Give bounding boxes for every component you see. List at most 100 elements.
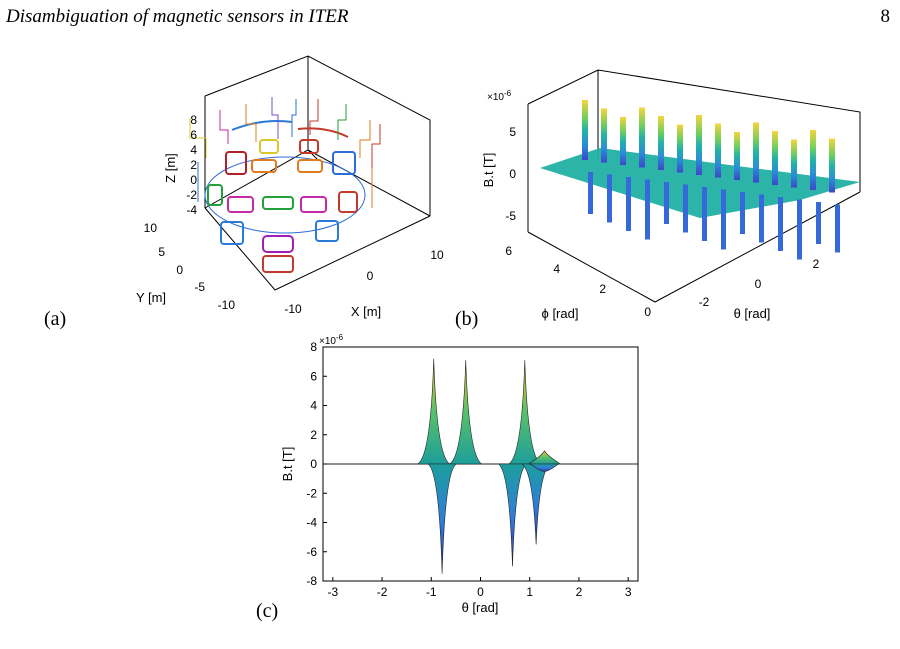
c-peak-negative (529, 463, 560, 472)
b-xtick: -2 (699, 295, 710, 309)
b-spike-up (601, 108, 607, 163)
a-ztick: -2 (186, 188, 197, 202)
c-multiplier: ×10-6 (319, 333, 344, 347)
a-xlabel: X [m] (351, 304, 381, 319)
page-number: 8 (880, 6, 891, 27)
c-xtick-label: 3 (625, 585, 632, 599)
a-ytick: 0 (176, 263, 183, 277)
a-ztick: 6 (190, 128, 197, 142)
b-spike-down (759, 194, 764, 243)
b-ztick: 0 (509, 167, 516, 181)
b-spike-down (626, 177, 631, 231)
b-xtick: 2 (813, 257, 820, 271)
b-spike-up (696, 115, 702, 175)
a-ztick: 4 (190, 143, 197, 157)
b-spike-up (677, 124, 683, 173)
c-ytick-label: -6 (306, 545, 317, 559)
c-ticks: -3 -2 -1 0 1 2 3 8 6 4 2 0 -2 -4 -6 -8 (306, 340, 631, 599)
b-xlabel: θ [rad] (734, 306, 771, 321)
a-zlabel: Z [m] (163, 153, 178, 183)
b-spike-up (734, 132, 740, 180)
panel-a-plot: 8 6 4 2 0 -2 -4 Z [m] 10 5 0 -5 -10 Y [m… (136, 55, 444, 319)
a-ytick: 10 (144, 221, 158, 235)
c-peak-negative (521, 463, 552, 545)
c-ylabel: B.t [T] (280, 447, 295, 482)
b-spike-down (645, 179, 650, 240)
c-xtick-label: -1 (426, 585, 437, 599)
a-ytick: 5 (158, 245, 165, 259)
b-spike-up (829, 138, 835, 193)
c-ytick-label: 6 (310, 369, 317, 383)
c-peak-positive (416, 358, 451, 465)
a-xtick: 10 (430, 248, 444, 262)
c-ytick-label: -2 (306, 486, 317, 500)
a-ztick: -4 (186, 203, 197, 217)
c-peak-positive (507, 360, 542, 465)
panel-label-c: (c) (256, 600, 279, 622)
b-spike-down (835, 204, 840, 253)
b-spike-up (639, 107, 645, 168)
c-ytick-label: 2 (310, 428, 317, 442)
c-xtick-label: 1 (526, 585, 533, 599)
panel-b-box (527, 69, 861, 303)
b-spike-down (816, 202, 821, 244)
b-ylabel: ϕ [rad] (542, 306, 579, 321)
c-peak-positive (527, 450, 562, 465)
c-peak-negative (497, 463, 528, 567)
b-spike-up (772, 131, 778, 185)
b-multiplier: ×10-6 (487, 89, 512, 103)
panel-label-b: (b) (455, 308, 479, 330)
c-ytick-label: 0 (310, 457, 317, 471)
b-ztick: 5 (509, 125, 516, 139)
b-spike-up (715, 123, 721, 178)
b-spike-up (658, 116, 664, 170)
a-ytick: -5 (194, 280, 205, 294)
a-xtick: -10 (284, 302, 302, 316)
b-ztick: -5 (505, 209, 516, 223)
c-peak-positive (448, 360, 483, 465)
b-zlabel: B.t [T] (481, 153, 496, 188)
a-xtick: 0 (367, 269, 374, 283)
a-ztick: 8 (190, 113, 197, 127)
c-xtick-label: -3 (328, 585, 339, 599)
a-ylabel: Y [m] (136, 290, 166, 305)
b-spikes (582, 100, 840, 260)
b-spike-up (582, 100, 588, 160)
c-ytick-label: 8 (310, 340, 317, 354)
b-spike-down (797, 199, 802, 260)
panel-a-box (204, 55, 431, 291)
b-spike-down (607, 174, 612, 223)
panel-label-a: (a) (44, 308, 67, 330)
c-xtick-label: 2 (576, 585, 583, 599)
a-ztick: 2 (190, 158, 197, 172)
c-peaks (416, 358, 562, 574)
b-spike-up (753, 122, 759, 183)
b-ytick: 0 (644, 305, 651, 319)
b-spike-down (683, 184, 688, 233)
a-ztick: 0 (190, 173, 197, 187)
c-ytick-label: 4 (310, 399, 317, 413)
c-xtick-label: -2 (377, 585, 388, 599)
b-ytick: 4 (553, 262, 560, 276)
a-ytick: -10 (218, 298, 236, 312)
c-ytick-label: -8 (306, 574, 317, 588)
b-ytick: 6 (505, 244, 512, 258)
b-spike-up (620, 117, 626, 165)
c-ytick-label: -4 (306, 516, 317, 530)
b-spike-down (778, 197, 783, 251)
b-spike-up (810, 130, 816, 190)
b-spike-down (740, 192, 745, 234)
b-spike-up (791, 139, 797, 188)
b-xtick: 0 (755, 277, 762, 291)
b-spike-down (664, 182, 669, 224)
b-ytick: 2 (599, 282, 606, 296)
panel-a-coils (189, 97, 381, 273)
c-peak-negative (427, 463, 458, 574)
running-title: Disambiguation of magnetic sensors in IT… (6, 6, 349, 27)
b-spike-down (721, 189, 726, 250)
b-spike-down (588, 172, 593, 214)
b-spike-down (702, 187, 707, 241)
c-xtick-label: 0 (477, 585, 484, 599)
